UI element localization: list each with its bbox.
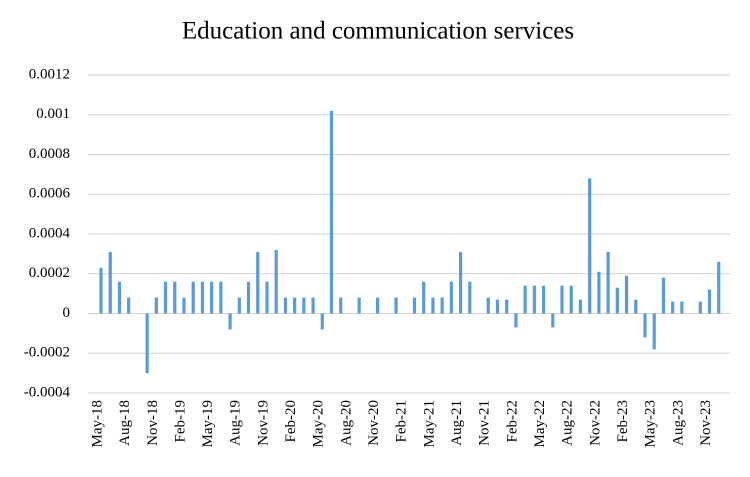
bar — [624, 275, 629, 314]
bar — [495, 299, 500, 314]
bar — [256, 251, 260, 314]
x-tick-label: May-22 — [532, 400, 548, 448]
bar — [606, 251, 610, 314]
bar — [145, 313, 149, 374]
bar — [707, 289, 712, 314]
bar — [449, 281, 453, 314]
x-tick-label: Nov-21 — [477, 400, 493, 446]
bar — [154, 297, 158, 314]
bar — [597, 271, 601, 314]
bar — [541, 285, 546, 314]
bar — [339, 297, 343, 314]
bar — [514, 313, 518, 328]
x-tick-label: Nov-23 — [698, 400, 714, 446]
bar — [671, 301, 675, 314]
x-tick-label: May-18 — [89, 400, 105, 448]
bar — [200, 281, 205, 314]
bar — [210, 281, 214, 314]
x-tick-label: Feb-23 — [615, 400, 631, 443]
x-tick-label: Feb-20 — [283, 400, 299, 443]
y-tick-label: 0.0004 — [29, 225, 71, 241]
bar — [357, 297, 361, 314]
x-tick-label: Aug-19 — [228, 400, 244, 446]
x-tick-label: Feb-21 — [394, 400, 410, 443]
bar — [246, 281, 251, 314]
x-tick-label: Nov-18 — [145, 400, 161, 446]
y-tick-label: 0 — [63, 305, 71, 321]
bar — [505, 299, 509, 314]
x-tick-label: Aug-20 — [338, 400, 354, 446]
bar — [265, 281, 269, 314]
x-tick-label: Aug-22 — [560, 400, 576, 446]
x-tick-label: Aug-18 — [117, 400, 133, 446]
bar — [652, 313, 656, 350]
y-tick-label: 0.0006 — [29, 186, 71, 202]
bar — [532, 285, 536, 314]
bar — [237, 297, 241, 314]
x-tick-label: May-21 — [421, 400, 437, 448]
y-tick-label: 0.0002 — [29, 265, 70, 281]
x-tick-label: Aug-21 — [449, 400, 465, 446]
bar — [108, 251, 112, 314]
x-tick-label: Aug-23 — [670, 400, 686, 446]
bar — [274, 249, 278, 314]
bar — [302, 297, 306, 314]
bar — [551, 313, 555, 328]
bar — [127, 297, 131, 314]
x-tick-label: Feb-19 — [172, 400, 188, 443]
bar — [634, 299, 638, 314]
bar — [320, 313, 324, 330]
x-tick-label: Feb-22 — [504, 400, 520, 443]
bar — [412, 297, 417, 314]
x-tick-label: Nov-19 — [255, 400, 271, 446]
bar — [440, 297, 444, 314]
x-tick-label: May-20 — [311, 400, 327, 448]
bar — [182, 297, 186, 314]
bar — [588, 178, 592, 314]
bar — [560, 285, 564, 314]
y-tick-label: 0.001 — [36, 106, 70, 122]
bar — [661, 277, 666, 314]
y-tick-label: -0.0004 — [24, 384, 71, 400]
bar — [431, 297, 435, 314]
x-tick-label: Nov-20 — [366, 400, 382, 446]
bar — [486, 297, 490, 314]
bar — [468, 281, 472, 314]
bar — [329, 110, 334, 314]
x-tick-label: May-23 — [643, 400, 659, 448]
bar — [717, 261, 721, 314]
bar — [376, 297, 380, 314]
y-tick-label: 0.0012 — [29, 66, 70, 82]
bar — [698, 301, 702, 314]
bar — [283, 297, 288, 314]
chart-title: Education and communication services — [182, 18, 574, 45]
y-tick-label: -0.0002 — [24, 345, 70, 361]
bar — [569, 285, 573, 314]
bar — [615, 287, 619, 314]
bar — [191, 281, 195, 314]
bar — [99, 267, 103, 314]
bar — [173, 281, 177, 314]
x-tick-label: May-19 — [200, 400, 216, 448]
bar — [293, 297, 297, 314]
y-tick-label: 0.0008 — [29, 146, 70, 162]
bar — [311, 297, 315, 314]
bar — [422, 281, 426, 314]
bar — [228, 313, 232, 330]
bar — [578, 299, 583, 314]
bar — [163, 281, 168, 314]
bar — [643, 313, 647, 338]
bar — [394, 297, 398, 314]
bar — [117, 281, 122, 314]
bar — [219, 281, 223, 314]
bar — [680, 301, 684, 314]
bar — [523, 285, 527, 314]
x-tick-label: Nov-22 — [587, 400, 603, 446]
bar — [458, 251, 463, 314]
